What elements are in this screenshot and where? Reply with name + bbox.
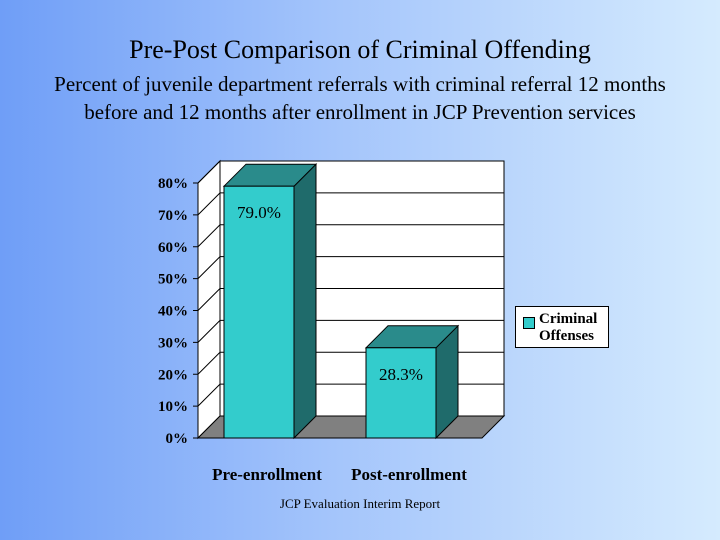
data-label: 28.3% <box>379 365 423 384</box>
data-label: 79.0% <box>237 203 281 222</box>
legend-swatch <box>523 317 535 329</box>
bar-side <box>293 162 317 440</box>
x-tick-label: Pre-enrollment <box>212 465 322 484</box>
y-tick-label: 40% <box>158 304 188 320</box>
y-tick-label: 20% <box>158 367 188 383</box>
bar <box>223 185 295 439</box>
slide-footer: JCP Evaluation Interim Report <box>279 496 441 511</box>
slide-subtitle: Percent of juvenile department referrals… <box>54 72 666 124</box>
y-tick-label: 10% <box>158 399 188 415</box>
y-tick-label: 0% <box>166 431 189 447</box>
chart-legend: Criminal Offenses <box>515 306 609 348</box>
gridline <box>197 319 504 343</box>
y-tick-label: 70% <box>158 208 188 224</box>
gridline <box>197 256 504 279</box>
y-tick-label: 50% <box>158 272 188 288</box>
x-tick-label: Post-enrollment <box>351 465 467 484</box>
gridline <box>197 160 504 184</box>
gridline <box>197 288 504 311</box>
y-tick-label: 30% <box>158 335 188 351</box>
gridline <box>197 192 504 216</box>
legend-label: Criminal Offenses <box>539 311 598 344</box>
gridline <box>197 224 504 248</box>
y-tick-label: 80% <box>158 176 188 192</box>
bar <box>365 347 437 439</box>
y-tick-label: 60% <box>158 240 188 256</box>
slide-title: Pre-Post Comparison of Criminal Offendin… <box>129 35 591 64</box>
